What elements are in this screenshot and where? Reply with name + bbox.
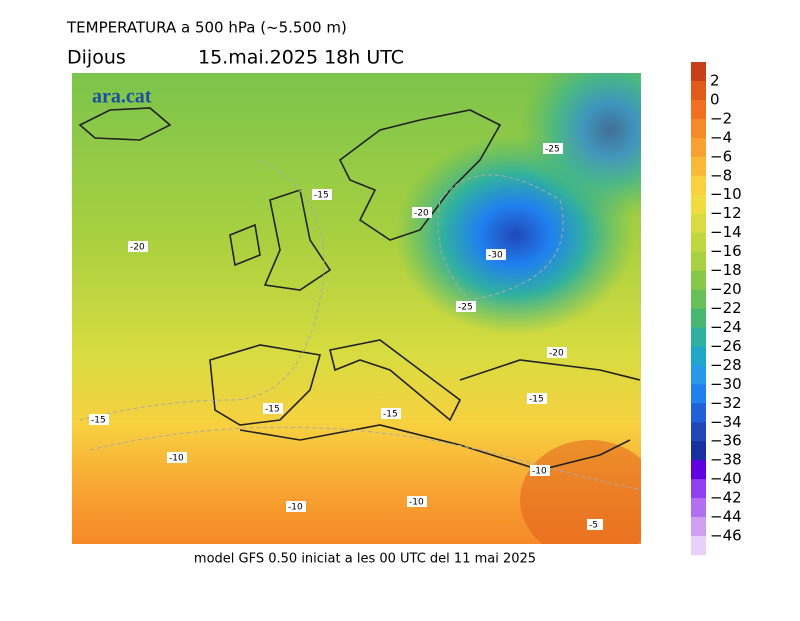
- colorbar-cell: [691, 213, 706, 233]
- colorbar-label: −22: [710, 299, 742, 317]
- colorbar-cell: [691, 403, 706, 423]
- colorbar-label: 2: [710, 71, 720, 89]
- colorbar-label: −30: [710, 375, 742, 393]
- contour-label: -15: [529, 395, 544, 405]
- colorbar-cell: [691, 479, 706, 499]
- colorbar-label: −28: [710, 356, 742, 374]
- colorbar-cell: [691, 498, 706, 518]
- colorbar-cell: [691, 137, 706, 158]
- colorbar-cell: [691, 99, 706, 120]
- colorbar-cell: [691, 460, 706, 480]
- colorbar: 20−2−4−6−8−10−12−14−16−18−20−22−24−26−28…: [691, 62, 742, 556]
- colorbar-label: −44: [710, 508, 742, 526]
- contour-label: -15: [314, 191, 329, 201]
- contour-label: -15: [265, 405, 280, 415]
- colorbar-cell: [691, 289, 706, 309]
- colorbar-cell: [691, 62, 706, 82]
- colorbar-label: −6: [710, 147, 732, 165]
- colorbar-label: −14: [710, 223, 742, 241]
- colorbar-label: 0: [710, 90, 720, 108]
- colorbar-cell: [691, 80, 706, 101]
- contour-label: -20: [130, 243, 145, 253]
- colorbar-cell: [691, 251, 706, 271]
- colorbar-label: −32: [710, 394, 742, 412]
- colorbar-cell: [691, 365, 706, 385]
- colorbar-cell: [691, 175, 706, 196]
- colorbar-label: −12: [710, 204, 742, 222]
- colorbar-label: −36: [710, 432, 742, 450]
- contour-label: -5: [589, 521, 598, 531]
- colorbar-label: −2: [710, 109, 732, 127]
- title: TEMPERATURA a 500 hPa (~5.500 m): [66, 19, 347, 37]
- colorbar-label: −10: [710, 185, 742, 203]
- colorbar-label: −20: [710, 280, 742, 298]
- contour-label: -20: [549, 349, 564, 359]
- colorbar-label: −46: [710, 527, 742, 545]
- colorbar-label: −42: [710, 489, 742, 507]
- day: Dijous: [67, 47, 126, 69]
- colorbar-cell: [691, 270, 706, 290]
- colorbar-label: −18: [710, 261, 742, 279]
- colorbar-cell: [691, 384, 706, 404]
- contour-label: -20: [414, 209, 429, 219]
- contour-label: -10: [532, 467, 547, 477]
- contour-label: -15: [383, 410, 398, 420]
- colorbar-cell: [691, 194, 706, 214]
- logo: ara.cat: [92, 86, 152, 108]
- colorbar-label: −24: [710, 318, 742, 336]
- contour-label: -25: [458, 303, 473, 313]
- colorbar-label: −38: [710, 451, 742, 469]
- colorbar-cell: [691, 422, 706, 442]
- contour-label: -15: [91, 416, 106, 426]
- colorbar-label: −16: [710, 242, 742, 260]
- colorbar-cell: [691, 536, 706, 556]
- contour-label: -10: [169, 454, 184, 464]
- datetime: 15.mai.2025 18h UTC: [198, 47, 404, 69]
- colorbar-cell: [691, 308, 706, 328]
- colorbar-label: −4: [710, 128, 732, 146]
- map: [72, 73, 641, 544]
- colorbar-cell: [691, 327, 706, 347]
- colorbar-cell: [691, 517, 706, 537]
- colorbar-cell: [691, 441, 706, 461]
- footer: model GFS 0.50 iniciat a les 00 UTC del …: [194, 552, 536, 567]
- colorbar-cell: [691, 118, 706, 139]
- colorbar-label: −40: [710, 470, 742, 488]
- contour-label: -10: [288, 503, 303, 513]
- colorbar-label: −26: [710, 337, 742, 355]
- colorbar-label: −8: [710, 166, 732, 184]
- colorbar-label: −34: [710, 413, 742, 431]
- colorbar-cell: [691, 232, 706, 252]
- contour-label: -10: [409, 498, 424, 508]
- contour-label: -25: [545, 145, 560, 155]
- colorbar-cell: [691, 346, 706, 366]
- colorbar-cell: [691, 156, 706, 177]
- contour-label: -30: [488, 251, 503, 261]
